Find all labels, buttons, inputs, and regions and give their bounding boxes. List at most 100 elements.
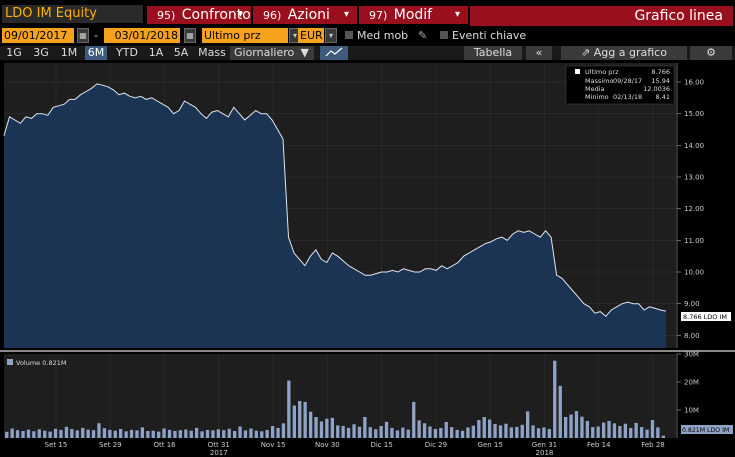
pencil-icon[interactable]: ✎: [418, 29, 428, 42]
volume-bar: [5, 431, 9, 438]
confronto-menu[interactable]: 95) Confronto ▾: [147, 6, 251, 24]
volume-bar: [661, 435, 665, 438]
volume-bar: [384, 421, 389, 438]
volume-bar: [243, 430, 248, 438]
volume-bar: [634, 422, 638, 438]
volume-bar: [357, 426, 362, 438]
x-tick-label: Ott 16: [153, 441, 176, 449]
field-select[interactable]: Ultimo prz: [202, 28, 288, 43]
volume-bar: [368, 427, 372, 438]
volume-bar: [412, 401, 416, 438]
volume-bar: [287, 380, 291, 438]
collapse-button[interactable]: «: [526, 46, 552, 60]
legend-min-label: Minimo: [585, 93, 609, 101]
end-date-input[interactable]: 03/01/2018: [104, 28, 180, 43]
volume-bar: [32, 431, 36, 438]
volume-bar: [656, 427, 660, 438]
volume-bar: [401, 427, 405, 438]
azioni-menu[interactable]: 96) Azioni ▾: [253, 6, 357, 24]
period-3g[interactable]: 3G: [33, 46, 49, 59]
period-5a[interactable]: 5A: [173, 46, 189, 59]
volume-bar: [129, 429, 134, 438]
volume-tick-label: 10M: [684, 407, 699, 415]
price-tick-label: 8.00: [684, 332, 700, 340]
last-price-label: 8.766 LDO IM: [683, 313, 727, 321]
volume-bar: [629, 427, 633, 438]
date-separator: -: [94, 29, 98, 42]
menu-number: 95): [157, 9, 176, 22]
volume-bar: [91, 430, 96, 438]
caret-down-icon: ▾: [454, 9, 460, 20]
volume-bar: [363, 417, 367, 438]
gear-icon[interactable]: ⚙: [690, 46, 732, 60]
line-chart-icon[interactable]: [320, 46, 348, 60]
volume-bar: [542, 427, 546, 438]
volume-bar: [233, 431, 237, 438]
add-to-chart-button[interactable]: ⇗ Agg a grafico: [561, 46, 687, 60]
ticker-field[interactable]: LDO IM Equity: [2, 5, 143, 23]
add-to-chart-icon: ⇗: [581, 46, 591, 59]
frequency-select[interactable]: Giornaliero ▼: [230, 46, 314, 60]
volume-bar: [547, 429, 551, 438]
volume-bar: [515, 426, 519, 438]
x-tick-year: 2018: [536, 449, 554, 457]
volume-bar: [482, 417, 486, 438]
period-6m[interactable]: 6M: [85, 46, 107, 60]
volume-bar: [195, 427, 199, 438]
price-tick-label: 14.00: [684, 142, 704, 150]
legend-max-value: 15.94: [651, 77, 670, 85]
volume-bar: [97, 423, 101, 438]
volume-bar: [395, 430, 400, 438]
volume-bar: [184, 429, 188, 438]
x-tick-label: Set 15: [45, 441, 68, 449]
volume-bar: [379, 426, 383, 438]
volume-bar: [48, 431, 52, 438]
period-1m[interactable]: 1M: [60, 46, 78, 59]
legend-min-value: 8.41: [656, 93, 670, 101]
volume-bar: [612, 423, 617, 438]
volume-bar: [15, 430, 20, 438]
chevron-down-icon[interactable]: ▾: [325, 28, 337, 43]
volume-bar: [108, 429, 112, 438]
volume-bar: [205, 429, 210, 438]
period-ytd[interactable]: YTD: [116, 46, 138, 59]
volume-bar: [450, 427, 454, 438]
price-area-fill: [4, 83, 666, 349]
period-1g[interactable]: 1G: [6, 46, 22, 59]
period-1a[interactable]: 1A: [148, 46, 164, 59]
x-tick-year: 2017: [210, 449, 228, 457]
modif-menu[interactable]: 97) Modif ▾: [359, 6, 468, 24]
volume-bar: [211, 430, 215, 438]
chart-type-title: Grafico linea: [470, 6, 733, 26]
x-tick-label: Feb 28: [641, 441, 665, 449]
volume-bar: [406, 429, 410, 438]
price-tick-label: 11.00: [684, 237, 704, 245]
volume-bar: [618, 426, 622, 438]
volume-legend-swatch: [7, 359, 13, 365]
tabella-button[interactable]: Tabella: [464, 46, 522, 60]
volume-bar: [70, 429, 74, 438]
start-date-input[interactable]: 09/01/2017: [2, 28, 74, 43]
legend-max-label: Massimo: [585, 77, 614, 85]
add-to-chart-label: Agg a grafico: [593, 46, 667, 59]
menu-label: Azioni: [287, 7, 330, 23]
period-mass[interactable]: Mass: [198, 46, 226, 59]
volume-bar: [162, 428, 166, 438]
volume-bar: [526, 411, 530, 438]
volume-bar: [455, 429, 459, 438]
calendar-icon[interactable]: ▦: [77, 28, 89, 43]
currency-select[interactable]: EUR: [298, 28, 324, 43]
volume-bar: [553, 360, 557, 438]
volume-bar: [580, 416, 584, 438]
med-mob-checkbox[interactable]: [345, 31, 353, 39]
eventi-checkbox[interactable]: [440, 31, 448, 39]
calendar-icon[interactable]: ▦: [184, 28, 196, 43]
volume-bar: [102, 428, 107, 438]
volume-bar: [157, 431, 161, 438]
volume-bar: [417, 420, 421, 438]
volume-bar: [81, 427, 85, 438]
price-tick-label: 15.00: [684, 110, 704, 118]
menu-label: Confronto: [181, 7, 251, 23]
x-tick-label: Ott 31: [208, 441, 230, 449]
volume-bar: [146, 431, 150, 438]
